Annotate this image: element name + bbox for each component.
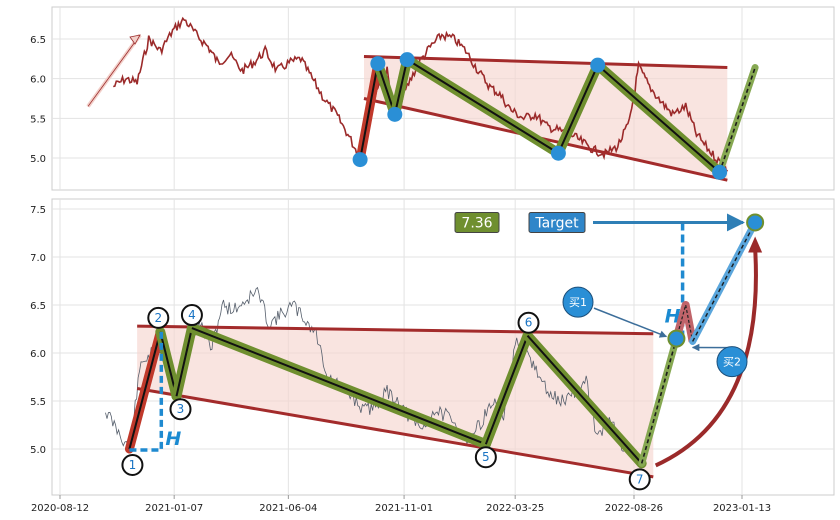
buy1-label: 买1 bbox=[569, 296, 587, 309]
bottom-pattern-leg-core bbox=[191, 327, 487, 446]
top-pattern-leg-core bbox=[393, 59, 409, 115]
x-tick-label: 2020-08-12 bbox=[31, 503, 89, 514]
top-pattern bbox=[86, 33, 759, 182]
bottom-y-tick-label: 6.0 bbox=[30, 349, 46, 360]
pattern-point-1 bbox=[121, 454, 144, 476]
pattern-point-label-1: 1 bbox=[129, 458, 137, 472]
bottom-pattern-leg-core bbox=[128, 331, 162, 450]
pattern-point-label-3: 3 bbox=[177, 402, 185, 416]
bottom-pattern-leg-core bbox=[526, 335, 643, 465]
h-label-right: H bbox=[665, 305, 681, 327]
top-pattern-point bbox=[550, 145, 566, 161]
bottom-upper-trendline bbox=[137, 324, 654, 336]
top-y-tick-label: 5.5 bbox=[30, 114, 46, 125]
bottom-y-tick-label: 7.0 bbox=[30, 253, 46, 264]
bottom-projection-leg-core bbox=[640, 338, 678, 464]
x-tick-label: 2022-03-25 bbox=[486, 503, 544, 514]
buy2-label: 买2 bbox=[723, 356, 741, 369]
buy1-marker bbox=[562, 286, 594, 318]
pullback-leg-core bbox=[675, 304, 694, 342]
target-value: 7.36 bbox=[461, 215, 492, 231]
top-y-tick-label: 6.5 bbox=[30, 35, 46, 46]
bottom-y-tick-label: 5.0 bbox=[30, 445, 46, 456]
projection-curve-arrowhead bbox=[748, 236, 763, 253]
bottom-y-tick-label: 6.5 bbox=[30, 301, 46, 312]
bottom-y-tick-label: 7.5 bbox=[30, 205, 46, 216]
x-tick-label: 2021-11-01 bbox=[375, 503, 433, 514]
pattern-point-2 bbox=[147, 306, 170, 329]
pattern-point-label-5: 5 bbox=[482, 450, 490, 464]
x-tick-label: 2021-01-07 bbox=[145, 503, 203, 514]
top-lower-trendline bbox=[363, 97, 728, 182]
h-label-left: H bbox=[165, 428, 181, 450]
top-pattern-leg-core bbox=[557, 64, 599, 154]
pattern-point-label-7: 7 bbox=[636, 472, 644, 486]
pattern-point-label-6: 6 bbox=[525, 316, 533, 330]
top-projection-leg-core bbox=[718, 67, 756, 173]
top-pattern-point bbox=[712, 164, 728, 180]
x-tick-label: 2021-06-04 bbox=[259, 503, 317, 514]
buy2-marker bbox=[716, 346, 748, 378]
top-pattern-leg-core bbox=[597, 64, 721, 174]
top-pattern-leg-core bbox=[359, 63, 379, 160]
bottom-pattern-leg-core bbox=[175, 327, 193, 397]
projection-curve-arrow bbox=[654, 248, 758, 468]
target-value-box bbox=[454, 211, 500, 233]
top-pattern-point bbox=[399, 52, 415, 68]
bottom-pattern-leg-core bbox=[159, 331, 178, 397]
bottom-y-tick-label: 5.5 bbox=[30, 397, 46, 408]
top-upper-trendline bbox=[363, 54, 728, 70]
buy1-point bbox=[667, 329, 686, 348]
target-label: Target bbox=[534, 215, 579, 231]
bottom-channel-area bbox=[137, 326, 654, 477]
target-leg-core bbox=[692, 222, 756, 342]
bottom-pattern: 1 2 3 4 5 6 7 bbox=[121, 304, 680, 491]
top-y-tick-label: 5.0 bbox=[30, 154, 46, 165]
pattern-point-label-4: 4 bbox=[188, 308, 196, 322]
x-tick-label: 2023-01-13 bbox=[713, 503, 771, 514]
top-pattern-point bbox=[387, 106, 403, 122]
buy1-pointer bbox=[593, 307, 668, 338]
pattern-point-5 bbox=[474, 446, 497, 469]
pattern-point-3 bbox=[169, 398, 192, 421]
top-pattern-point bbox=[590, 57, 606, 73]
pattern-point-label-2: 2 bbox=[154, 311, 162, 325]
target-point bbox=[746, 213, 765, 232]
bottom-pattern-leg-core bbox=[484, 335, 529, 445]
pattern-point-6 bbox=[517, 311, 540, 334]
bottom-annotations: H H 7.36 Target 买1 买2 bbox=[129, 211, 765, 468]
x-tick-label: 2022-08-26 bbox=[605, 503, 663, 514]
top-lead-arrow-core bbox=[87, 34, 141, 107]
top-lead-arrowhead bbox=[129, 34, 141, 45]
top-pattern-leg-core bbox=[406, 58, 559, 155]
top-pattern-point bbox=[352, 152, 368, 168]
h-measure-left bbox=[129, 331, 164, 452]
bottom-lower-trendline bbox=[136, 387, 654, 479]
bottom-channel-fill bbox=[137, 326, 654, 477]
bottom-panel: 5.0 5.5 6.0 6.5 7.0 7.5 1 2 3 4 5 6 7 H H 7.36 Target 买… bbox=[30, 198, 835, 496]
top-y-tick-label: 6.0 bbox=[30, 75, 46, 86]
top-pattern-point bbox=[370, 56, 386, 72]
top-panel: 5.0 5.5 6.0 6.5 bbox=[30, 6, 835, 191]
x-axis-ticks: 2020-08-12 2021-01-07 2021-06-04 2021-11-01… bbox=[31, 495, 771, 514]
pattern-point-4 bbox=[180, 304, 203, 327]
pattern-point-7 bbox=[628, 468, 651, 491]
target-label-box bbox=[528, 211, 586, 233]
